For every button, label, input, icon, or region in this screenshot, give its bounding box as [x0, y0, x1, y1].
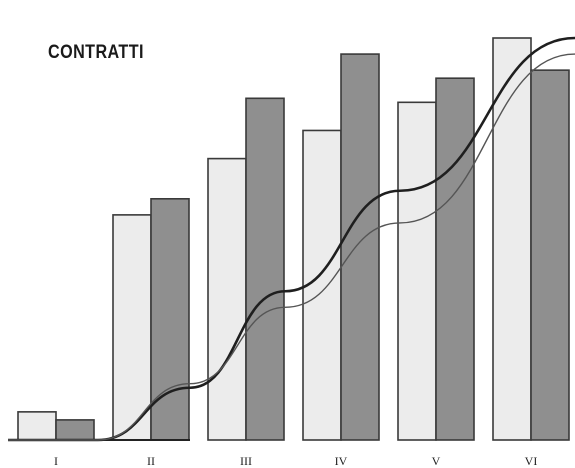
- bar-light-VI: [492, 37, 532, 441]
- chart-title: CONTRATTI: [48, 42, 144, 63]
- bar-light-III: [207, 157, 247, 441]
- cumulative-line-thin: [8, 53, 575, 441]
- x-tick-label-V: V: [432, 454, 441, 468]
- bar-dark-VI: [530, 69, 570, 441]
- x-tick-label-III: III: [240, 454, 252, 468]
- x-tick-label-IV: IV: [335, 454, 348, 468]
- bar-dark-V: [435, 77, 475, 441]
- bar-light-V: [397, 101, 437, 441]
- bar-dark-I: [55, 419, 95, 441]
- bar-dark-II: [150, 198, 190, 441]
- cumulative-line-thick: [8, 36, 575, 442]
- bar-light-I: [17, 411, 57, 441]
- bar-dark-III: [245, 97, 285, 441]
- bar-dark-IV: [340, 53, 380, 441]
- bar-light-II: [112, 214, 152, 441]
- x-tick-label-VI: VI: [525, 454, 538, 468]
- x-tick-label-I: I: [54, 454, 58, 468]
- x-tick-label-II: II: [147, 454, 155, 468]
